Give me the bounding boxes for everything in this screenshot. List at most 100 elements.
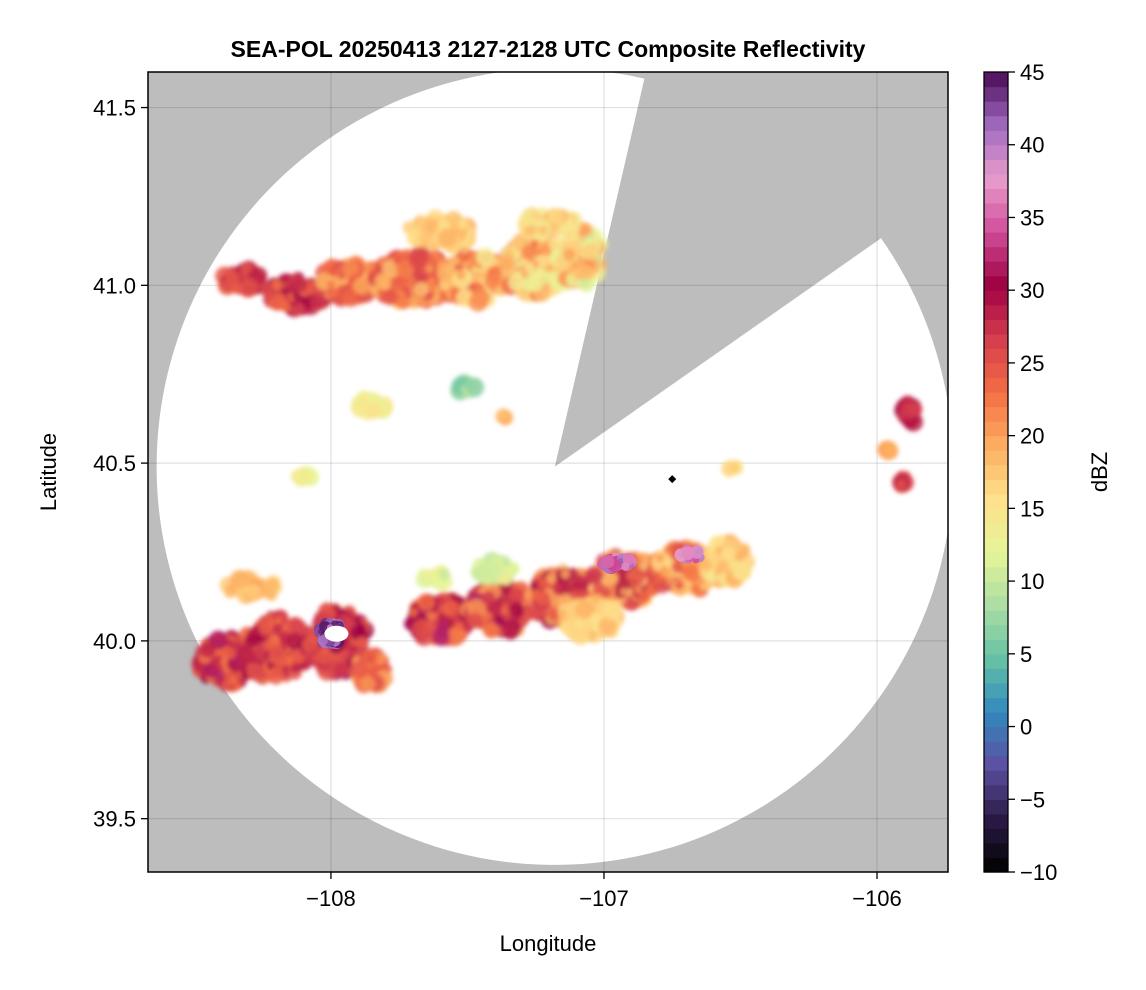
colorbar-segment [984,130,1008,146]
colorbar-segment [984,581,1008,597]
colorbar-segment [984,639,1008,655]
colorbar-segment [984,755,1008,771]
echo-pixel [502,623,519,640]
reflectivity-echoes [191,207,924,694]
colorbar-tick-label: 30 [1020,278,1044,303]
colorbar-segment [984,653,1008,669]
echo-pixel [251,625,261,635]
colorbar-tick-label: −10 [1020,860,1057,885]
colorbar-segment [984,712,1008,728]
echo-pixel [484,273,501,290]
colorbar-tick-label: 20 [1020,424,1044,449]
colorbar-segment [984,261,1008,277]
colorbar-segment [984,333,1008,349]
colorbar-segment [984,857,1008,873]
echo-pixel [264,290,275,302]
echo-pixel [350,397,371,418]
echo-pixel [426,610,437,621]
echo-pixel [203,663,218,678]
colorbar-segment [984,828,1008,844]
echo-pixel [576,264,594,281]
echo-pixel [580,278,590,288]
echo-pixel [317,635,328,646]
colorbar-segment [984,508,1008,524]
echo-pixel [507,588,525,606]
y-tick-label: 40.5 [93,451,136,476]
colorbar-tick-label: 0 [1020,715,1032,740]
echo-pixel [560,569,570,579]
colorbar-frame [983,71,1009,873]
colorbar-segment [984,159,1008,175]
echo-pixel [327,280,335,289]
colorbar-segment [984,275,1008,291]
colorbar-segment [984,362,1008,379]
echo-pixel [413,281,429,298]
colorbar-tick-label: 35 [1020,205,1044,230]
echo-pixel [271,279,283,291]
echo-pixel [350,660,368,678]
colorbar-segment [984,697,1008,713]
y-tick-label: 41.0 [93,273,136,298]
echo-pixel [199,642,216,658]
colorbar-segment [984,493,1008,509]
echo-pixel [265,613,275,623]
echo-pixel [272,623,283,634]
echo-pixel [208,630,228,650]
colorbar-segment [984,479,1008,495]
colorbar-segment [984,770,1008,786]
echo-pixel [574,600,594,619]
echo-pixel [506,561,520,576]
x-tick-label: −106 [852,886,902,911]
colorbar-segment [984,319,1008,335]
echo-pixel [659,565,669,576]
echo-pixel [221,679,234,691]
echo-pixel [413,214,427,228]
echo-pixel [438,620,449,630]
y-axis-label: Latitude [36,433,61,511]
echo-pixel [381,289,398,306]
echo-pixel [562,248,576,262]
echo-pixel [310,646,320,656]
echo-pixel [521,244,537,261]
colorbar-segment [984,784,1008,800]
colorbar-tick-label: 25 [1020,351,1044,376]
echo-pixel [230,569,250,590]
echo-pixel [366,404,381,420]
y-tick-label: 41.5 [93,96,136,121]
colorbar-segment [984,392,1008,408]
echo-pixel [524,261,536,273]
echo-pixel [290,276,308,293]
colorbar-segment [984,348,1008,364]
echo-pixel [258,625,269,635]
colorbar-tick-label: 45 [1020,60,1044,85]
echo-pixel [508,273,526,291]
echo-pixel [653,575,663,584]
colorbar-segment [984,464,1008,480]
echo-pixel [374,272,392,290]
chart-title: SEA-POL 20250413 2127-2128 UTC Composite… [231,36,866,62]
echo-pixel [407,232,418,243]
echo-pixel [252,663,265,676]
echo-pixel [534,590,551,606]
colorbar-segment [984,668,1008,684]
echo-pixel [414,271,423,280]
colorbar-segment [984,450,1008,466]
echo-pixel [424,219,439,234]
x-tick-label: −108 [306,886,356,911]
echo-pixel [483,622,500,639]
echo-pixel [412,618,432,639]
echo-pixel [365,652,376,664]
echo-pixel [682,549,694,561]
colorbar-segment [984,406,1008,422]
y-tick-label: 40.0 [93,629,136,654]
colorbar-segment [984,566,1008,582]
echo-pixel [881,442,899,460]
echo-pixel [468,292,488,312]
colorbar-segment [984,377,1008,393]
colorbar-segment [984,522,1008,539]
echo-pixel [457,218,469,230]
echo-pixel [395,259,415,279]
echo-pixel [481,590,496,605]
echo-pixel [715,560,729,574]
